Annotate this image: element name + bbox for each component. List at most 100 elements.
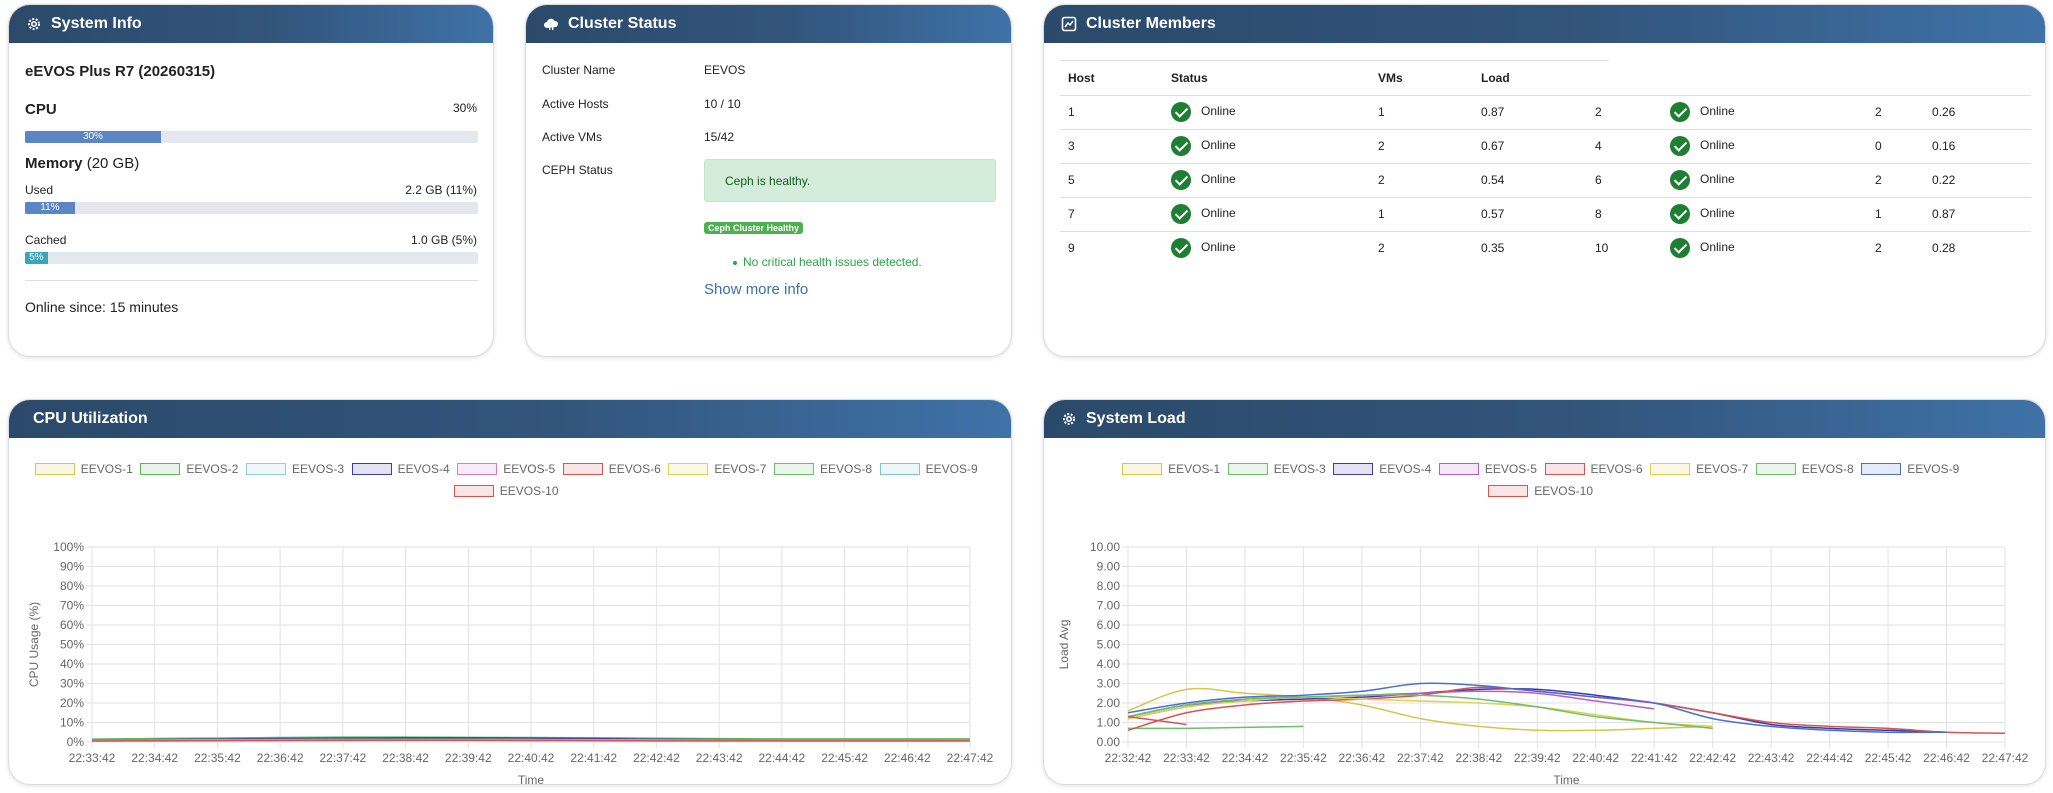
host-cell-text: 6: [1595, 173, 1602, 187]
status-cell: Online: [1670, 196, 1875, 231]
legend-label: EEVOS-10: [499, 484, 559, 498]
vms-cell: 1: [1378, 94, 1481, 129]
legend-swatch: [34, 463, 75, 475]
table-row: 3 Online 2 0.67 4 Online 0 0.16: [1060, 128, 2031, 163]
legend-item[interactable]: EEVOS-9: [879, 462, 978, 476]
load-cell-text: 0.54: [1481, 173, 1505, 187]
y-tick-label: 0.00: [1097, 735, 1121, 749]
system-info-title: System Info: [51, 15, 142, 32]
host-cell-text: 7: [1068, 207, 1075, 221]
cluster-status-title: Cluster Status: [568, 15, 677, 32]
legend-label: EEVOS-6: [608, 462, 661, 476]
y-tick-label: 80%: [60, 579, 84, 593]
legend-swatch: [1333, 463, 1374, 475]
legend-item[interactable]: EEVOS-7: [668, 462, 766, 476]
x-tick-label: 22:46:42: [1923, 751, 1970, 765]
legend-swatch: [453, 485, 494, 497]
legend-item[interactable]: EEVOS-5: [457, 462, 555, 476]
cluster-name-label: Cluster Name: [542, 63, 616, 77]
used-progress-bar: 11%: [25, 202, 478, 214]
show-more-link[interactable]: Show more info: [704, 281, 809, 298]
legend-item[interactable]: EEVOS-7: [1650, 462, 1748, 476]
status-cell: Online: [1171, 230, 1378, 265]
legend-item[interactable]: EEVOS-4: [351, 462, 450, 476]
col-vms: VMs: [1378, 70, 1403, 85]
y-axis-label: CPU Usage (%): [27, 602, 41, 687]
legend-label: EEVOS-1: [1168, 462, 1221, 476]
status-cell: Online: [1670, 230, 1875, 265]
y-tick-label: 4.00: [1097, 657, 1121, 671]
y-tick-label: 60%: [60, 618, 84, 632]
legend-item[interactable]: EEVOS-3: [1227, 462, 1326, 476]
x-tick-label: 22:38:42: [1455, 751, 1502, 765]
status-cell: Online: [1171, 196, 1378, 231]
x-tick-label: 22:44:42: [758, 751, 805, 765]
legend-item[interactable]: EEVOS-10: [1488, 484, 1593, 498]
legend-label: EEVOS-6: [1590, 462, 1643, 476]
legend-item[interactable]: EEVOS-9: [1861, 462, 1959, 476]
monitor-icon: [1060, 15, 1078, 33]
vms-cell: 2: [1378, 230, 1481, 265]
used-value: 2.2 GB (11%): [405, 183, 477, 197]
x-tick-label: 22:45:42: [1865, 751, 1912, 765]
x-axis-label: Time: [1553, 773, 1580, 785]
x-tick-label: 22:43:42: [696, 751, 743, 765]
cpu-value: 30%: [452, 101, 477, 115]
legend-item[interactable]: EEVOS-6: [562, 462, 661, 476]
legend-item[interactable]: EEVOS-6: [1544, 462, 1643, 476]
legend-item[interactable]: EEVOS-5: [1438, 462, 1537, 476]
x-tick-label: 22:41:42: [1631, 751, 1678, 765]
vms-cell: 2: [1378, 128, 1481, 163]
status-cell-text: Online: [1201, 206, 1236, 221]
load-cell: 0.54: [1481, 162, 1595, 197]
x-tick-label: 22:40:42: [508, 751, 555, 765]
legend-item[interactable]: EEVOS-1: [34, 462, 133, 476]
legend-label: EEVOS-7: [714, 462, 767, 476]
host-cell-text: 3: [1068, 139, 1075, 153]
load-cell: 0.87: [1481, 94, 1595, 129]
load-cell-text: 0.35: [1481, 241, 1505, 256]
legend-item[interactable]: EEVOS-1: [1122, 462, 1220, 476]
load-cell: 0.87: [1932, 196, 2031, 231]
status-cell-text: Online: [1201, 104, 1236, 119]
y-tick-label: 20%: [60, 696, 84, 710]
memory-heading: Memory (20 GB): [25, 155, 139, 172]
load-cell: 0.35: [1481, 230, 1595, 265]
y-tick-label: 6.00: [1097, 618, 1121, 632]
legend-swatch: [1755, 463, 1796, 475]
y-tick-label: 9.00: [1097, 560, 1121, 574]
members-table: Host Status VMs Load 1 Online 1 0.87 2 Online…: [1060, 61, 2031, 265]
used-label: Used: [25, 183, 54, 197]
x-tick-label: 22:35:42: [1280, 751, 1327, 765]
status-cell-text: Online: [1700, 138, 1735, 153]
load-cell: 0.26: [1932, 94, 2031, 129]
legend-item[interactable]: EEVOS-8: [774, 462, 872, 476]
y-tick-label: 70%: [60, 599, 84, 613]
memory-label: Memory: [25, 155, 83, 172]
table-row: 7 Online 1 0.57 8 Online 1 0.87: [1060, 196, 2031, 231]
legend-item[interactable]: EEVOS-2: [140, 462, 238, 476]
legend-item[interactable]: EEVOS-10: [453, 484, 559, 498]
y-tick-label: 7.00: [1097, 599, 1121, 613]
legend-swatch: [1122, 463, 1163, 475]
y-tick-label: 0%: [67, 735, 85, 749]
members-table-body: 1 Online 1 0.87 2 Online 2 0.26 3 Online 2 0.67 4 Onl…: [1060, 94, 2031, 265]
load-cell-text: 0.26: [1932, 105, 1956, 119]
status-cell: Online: [1670, 128, 1875, 163]
legend-item[interactable]: EEVOS-8: [1755, 462, 1854, 476]
legend-label: EEVOS-2: [186, 462, 239, 476]
host-cell-text: 10: [1595, 241, 1609, 256]
active-vms-value: 15/42: [704, 130, 735, 144]
legend-label: EEVOS-5: [503, 462, 556, 476]
load-cell: 0.16: [1932, 128, 2031, 163]
legend-swatch: [246, 463, 286, 475]
legend-label: EEVOS-3: [1273, 462, 1326, 476]
host-cell: 10: [1595, 230, 1670, 265]
gear-icon: [1060, 410, 1078, 428]
legend-item[interactable]: EEVOS-4: [1333, 462, 1431, 476]
legend-item[interactable]: EEVOS-3: [246, 462, 344, 476]
x-tick-label: 22:46:42: [884, 751, 931, 765]
status-cell: Online: [1171, 162, 1378, 197]
cpu-utilization-title: CPU Utilization: [33, 410, 148, 427]
vms-cell-text: 1: [1378, 105, 1385, 119]
